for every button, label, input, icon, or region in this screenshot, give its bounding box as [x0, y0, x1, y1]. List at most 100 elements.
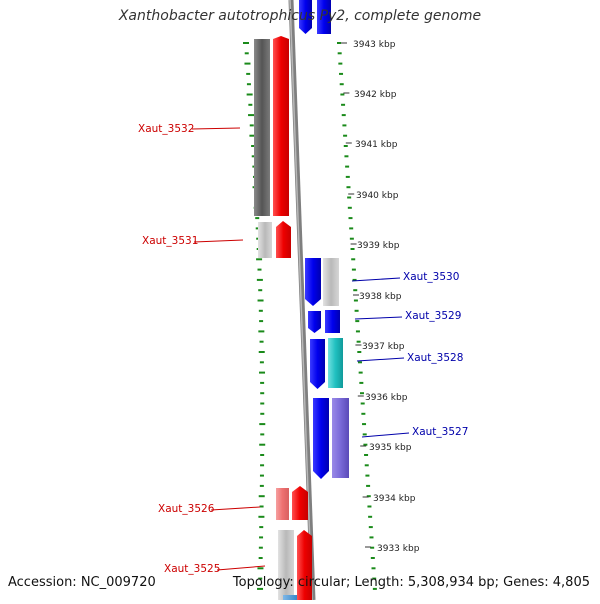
guide-dash	[351, 268, 356, 271]
guide-dash	[251, 155, 256, 158]
guide-dash	[257, 587, 264, 590]
gene-label-xaut-3528[interactable]: Xaut_3528	[407, 352, 463, 364]
guide-dash	[339, 83, 344, 86]
guide-dash	[260, 402, 265, 405]
gene-xaut-3530-homolog[interactable]	[323, 258, 339, 306]
gene-label-xaut-3527[interactable]: Xaut_3527	[412, 426, 468, 438]
gene-xaut-3526[interactable]	[292, 486, 308, 520]
guide-dash	[256, 258, 263, 261]
guide-dash	[372, 587, 377, 590]
guide-dash	[354, 309, 359, 312]
guide-dash	[337, 42, 341, 44]
guide-dash	[362, 433, 367, 436]
guide-dash	[367, 505, 372, 508]
guide-dash	[350, 248, 355, 250]
guide-dash	[251, 145, 256, 147]
guide-dash	[257, 567, 264, 570]
backbone-track	[288, 0, 316, 601]
gene-label-xaut-3532[interactable]: Xaut_3532	[138, 123, 194, 135]
guide-dash	[258, 495, 265, 498]
guide-dash	[259, 443, 266, 446]
guide-dash	[357, 361, 362, 364]
leader-line	[191, 127, 241, 130]
gene-top-blue-a[interactable]	[299, 0, 312, 34]
guide-dash	[355, 330, 360, 333]
guide-dash	[357, 351, 362, 353]
guide-dash	[353, 299, 358, 302]
gene-xaut-3527[interactable]	[313, 398, 329, 479]
guide-dash	[339, 72, 344, 75]
accession-text: Accession: NC_009720	[8, 575, 156, 590]
guide-dash	[372, 577, 377, 580]
guide-dash	[260, 454, 265, 456]
kbp-ruler-labels: 3943 kbp 3942 kbp 3941 kbp 3940 kbp 3939…	[353, 40, 420, 554]
guide-dash	[349, 237, 354, 240]
guide-dash	[259, 505, 264, 508]
guide-dash	[343, 134, 348, 137]
guide-dash	[259, 474, 264, 477]
guide-dash	[260, 392, 265, 395]
guide-dash	[344, 155, 349, 158]
gene-top-blue-b[interactable]	[317, 0, 331, 34]
gene-labels: Xaut_3532 Xaut_3531 Xaut_3526 Xaut_3525 …	[138, 123, 468, 575]
gene-xaut-3526-homolog[interactable]	[276, 488, 289, 520]
guide-dash	[360, 402, 365, 405]
ruler-label: 3933 kbp	[377, 544, 420, 554]
guide-dash	[338, 62, 343, 65]
gene-bottom-lightblue[interactable]	[283, 595, 297, 600]
guide-dash	[370, 546, 375, 549]
guide-dash	[343, 145, 348, 147]
gene-xaut-3529[interactable]	[308, 311, 321, 333]
guide-dash	[368, 515, 373, 518]
ruler-label: 3934 kbp	[373, 494, 416, 504]
leader-line	[210, 506, 261, 511]
leader-line	[351, 277, 401, 282]
gene-xaut-3528-homolog[interactable]	[328, 338, 343, 388]
gene-label-xaut-3525[interactable]: Xaut_3525	[164, 563, 220, 575]
ruler-label: 3937 kbp	[362, 342, 405, 352]
gene-label-xaut-3529[interactable]: Xaut_3529	[405, 310, 461, 322]
kbp-ticks	[341, 42, 371, 548]
gene-xaut-3530[interactable]	[305, 258, 321, 306]
gene-xaut-3531-homolog[interactable]	[258, 222, 272, 258]
guide-dash	[257, 268, 262, 271]
gene-xaut-3532[interactable]	[273, 36, 289, 216]
gene-xaut-3525[interactable]	[297, 530, 312, 600]
guide-dash	[256, 278, 263, 281]
gene-xaut-3525-homolog[interactable]	[278, 530, 294, 600]
gene-xaut-3532-homolog[interactable]	[254, 39, 270, 216]
guide-dash	[347, 196, 352, 199]
ruler-label: 3938 kbp	[359, 292, 402, 302]
gene-xaut-3531[interactable]	[276, 221, 291, 258]
guide-dash	[246, 72, 251, 75]
gene-xaut-3527-homolog[interactable]	[332, 398, 349, 478]
gene-xaut-3529-homolog[interactable]	[325, 310, 340, 333]
guide-dash	[260, 381, 265, 384]
guide-dash	[259, 484, 264, 487]
guide-dash	[259, 340, 264, 343]
guide-dash	[249, 134, 256, 137]
guide-dash	[364, 454, 369, 456]
gene-label-xaut-3531[interactable]: Xaut_3531	[142, 235, 198, 247]
guide-dash	[246, 83, 251, 86]
guide-dash	[257, 299, 264, 302]
gene-label-xaut-3526[interactable]: Xaut_3526	[158, 503, 215, 515]
ruler-label: 3939 kbp	[357, 241, 400, 251]
gene-label-xaut-3530[interactable]: Xaut_3530	[403, 271, 459, 283]
guide-dash	[361, 412, 366, 415]
ruler-label: 3935 kbp	[369, 443, 412, 453]
guide-dash	[255, 217, 260, 220]
guide-dash	[366, 495, 371, 498]
ruler-label: 3943 kbp	[353, 40, 396, 50]
ruler-label: 3942 kbp	[354, 90, 397, 100]
genome-title: Xanthobacter autotrophicus Py2, complete…	[118, 8, 482, 24]
dotted-guide-right	[337, 42, 377, 590]
guide-dash	[244, 52, 249, 55]
guide-dash	[259, 536, 264, 539]
guide-dash	[337, 52, 342, 55]
ruler-label: 3941 kbp	[355, 140, 398, 150]
gene-xaut-3528[interactable]	[310, 339, 325, 389]
guide-dash	[255, 227, 260, 230]
guide-dash	[349, 227, 354, 230]
